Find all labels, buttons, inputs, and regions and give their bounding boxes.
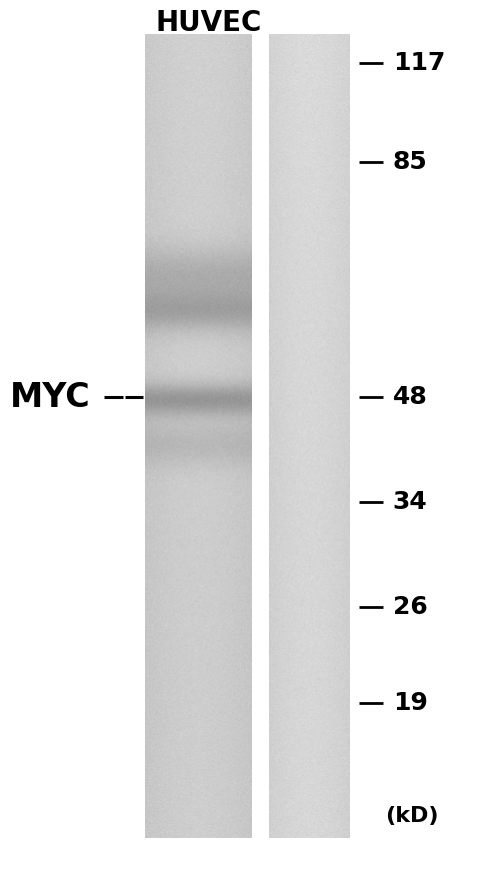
Text: 26: 26 (392, 595, 427, 619)
Text: HUVEC: HUVEC (155, 9, 261, 37)
Text: 34: 34 (392, 490, 427, 514)
Text: 48: 48 (392, 385, 427, 409)
Text: 85: 85 (392, 149, 427, 174)
Text: (kD): (kD) (385, 807, 438, 826)
Text: 117: 117 (392, 51, 444, 75)
Text: 19: 19 (392, 691, 427, 715)
Text: MYC: MYC (10, 381, 90, 414)
